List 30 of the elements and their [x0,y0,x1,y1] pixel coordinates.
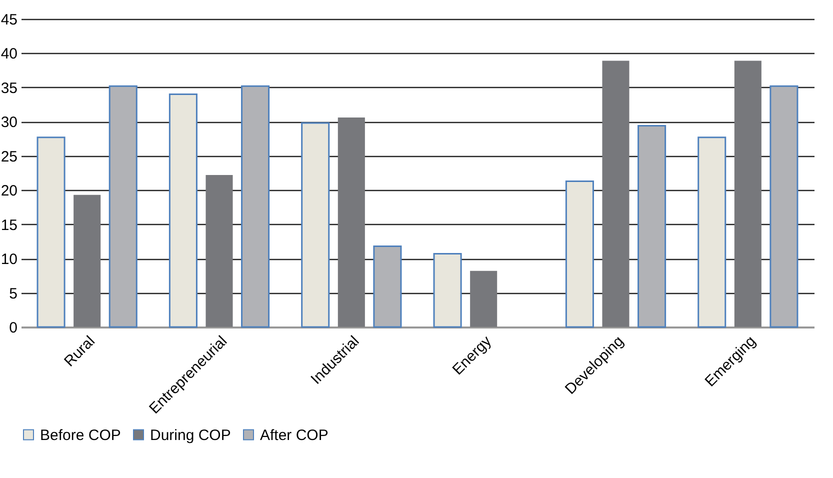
bar [602,60,630,327]
bar [108,85,138,328]
y-tick-label: 5 [9,285,18,302]
bar [301,122,330,328]
bar [638,125,666,328]
y-tick-label: 40 [0,46,18,63]
y-tick-label: 10 [0,251,18,268]
legend-label: Before COP [40,426,121,444]
y-tick-label: 0 [9,320,18,336]
y-tick-label: 30 [0,114,18,132]
bar [74,194,101,327]
bar [338,118,365,327]
bar [770,85,798,328]
y-tick-label: 45 [0,12,18,28]
bar [168,94,198,328]
bar [734,60,762,327]
y-tick-label: 15 [0,216,18,234]
bar [698,136,726,328]
legend-label: During COP [150,426,231,444]
y-tick-label: 25 [0,148,18,166]
legend-label: After COP [260,426,328,444]
bar [241,85,270,328]
bar [206,175,233,327]
y-tick-label: 35 [0,80,18,97]
bar [373,245,402,328]
bar [565,180,594,328]
bar [433,253,462,328]
bar [470,270,498,327]
y-tick-label: 20 [0,182,18,200]
bar [36,136,66,328]
